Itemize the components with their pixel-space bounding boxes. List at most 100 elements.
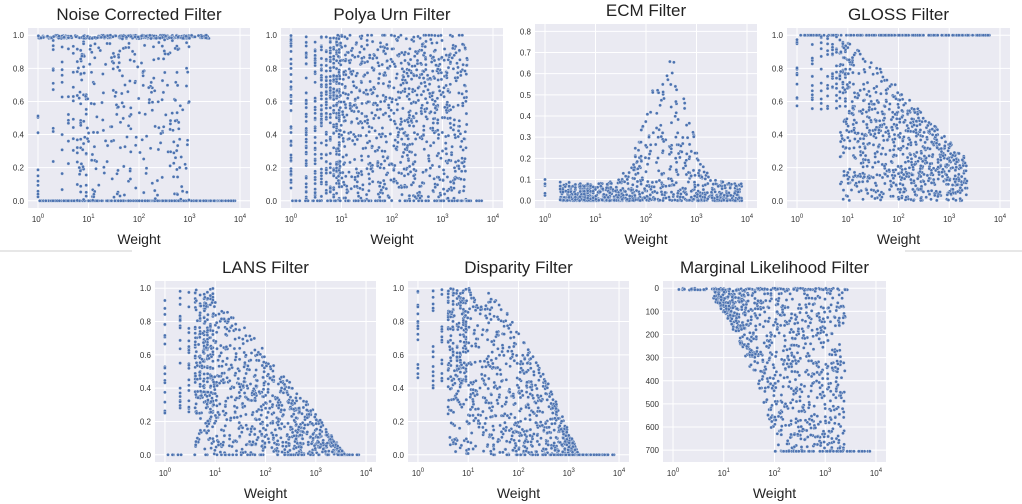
- data-point: [328, 78, 333, 83]
- data-point: [954, 165, 959, 169]
- data-point: [912, 107, 916, 112]
- data-point: [147, 100, 151, 105]
- data-point: [642, 196, 647, 200]
- data-point: [105, 143, 110, 148]
- data-point: [543, 182, 547, 186]
- data-point: [882, 138, 886, 143]
- data-point: [457, 91, 461, 95]
- data-point: [573, 185, 578, 190]
- data-point: [810, 56, 815, 60]
- data-point: [479, 199, 484, 203]
- data-point: [331, 90, 336, 95]
- data-point: [172, 140, 176, 144]
- data-point: [205, 366, 210, 370]
- data-point: [362, 47, 366, 51]
- data-point: [397, 171, 401, 175]
- data-point: [866, 158, 871, 162]
- data-point: [360, 111, 364, 116]
- data-point: [233, 358, 238, 362]
- data-point: [867, 115, 872, 120]
- data-point: [289, 66, 293, 71]
- data-point: [433, 99, 437, 103]
- data-point: [337, 47, 341, 52]
- data-point: [389, 178, 393, 182]
- data-point: [144, 171, 148, 176]
- data-point: [904, 33, 908, 37]
- data-point: [875, 71, 880, 76]
- data-point: [259, 413, 263, 417]
- data-point: [274, 433, 279, 438]
- data-point: [206, 398, 210, 402]
- data-point: [266, 387, 270, 392]
- data-point: [328, 55, 333, 59]
- data-point: [328, 186, 333, 190]
- data-point: [877, 193, 882, 197]
- data-point: [464, 63, 469, 68]
- data-point: [838, 104, 842, 108]
- data-point: [328, 137, 333, 141]
- data-point: [842, 46, 846, 50]
- data-point: [819, 46, 823, 51]
- data-point: [379, 162, 383, 167]
- y-tick-label: 0.7: [520, 49, 532, 58]
- data-point: [558, 198, 562, 202]
- data-point: [351, 80, 355, 84]
- data-point: [108, 33, 113, 37]
- data-point: [416, 34, 420, 39]
- data-point: [75, 93, 80, 98]
- data-point: [878, 198, 883, 202]
- data-point: [639, 159, 644, 163]
- data-point: [377, 184, 382, 188]
- data-point: [198, 293, 202, 297]
- data-point: [36, 179, 40, 183]
- data-point: [934, 133, 938, 137]
- data-point: [175, 110, 179, 115]
- data-point: [60, 73, 64, 77]
- data-point: [459, 177, 463, 181]
- data-point: [346, 199, 350, 203]
- data-point: [160, 97, 164, 102]
- data-point: [839, 33, 843, 37]
- data-point: [139, 34, 144, 38]
- data-point: [809, 33, 813, 37]
- data-point: [98, 48, 103, 53]
- data-point: [86, 199, 91, 203]
- data-point: [328, 151, 333, 156]
- data-point: [656, 169, 661, 173]
- data-point: [896, 164, 900, 169]
- data-point: [377, 116, 381, 120]
- data-point: [129, 127, 133, 131]
- data-point: [958, 165, 963, 170]
- data-point: [567, 180, 571, 185]
- data-point: [609, 181, 614, 186]
- data-point: [185, 190, 189, 194]
- data-point: [412, 54, 417, 58]
- data-point: [929, 181, 934, 185]
- data-point: [337, 142, 341, 147]
- data-point: [337, 81, 341, 86]
- data-point: [907, 98, 912, 102]
- data-point: [896, 146, 901, 151]
- data-point: [205, 394, 209, 399]
- data-point: [331, 65, 336, 70]
- data-point: [428, 53, 433, 58]
- data-point: [158, 36, 162, 40]
- data-point: [305, 430, 310, 434]
- data-point: [133, 52, 137, 57]
- data-point: [623, 189, 628, 194]
- data-point: [958, 196, 962, 201]
- data-point: [122, 193, 127, 197]
- data-point: [136, 35, 140, 39]
- data-point: [187, 305, 191, 309]
- data-point: [103, 139, 108, 143]
- data-point: [436, 78, 440, 82]
- data-point: [60, 148, 64, 152]
- data-point: [407, 113, 412, 118]
- data-point: [426, 153, 431, 158]
- data-point: [295, 392, 299, 396]
- data-point: [367, 130, 371, 134]
- data-point: [237, 369, 242, 373]
- data-point: [304, 91, 308, 95]
- data-point: [286, 392, 290, 397]
